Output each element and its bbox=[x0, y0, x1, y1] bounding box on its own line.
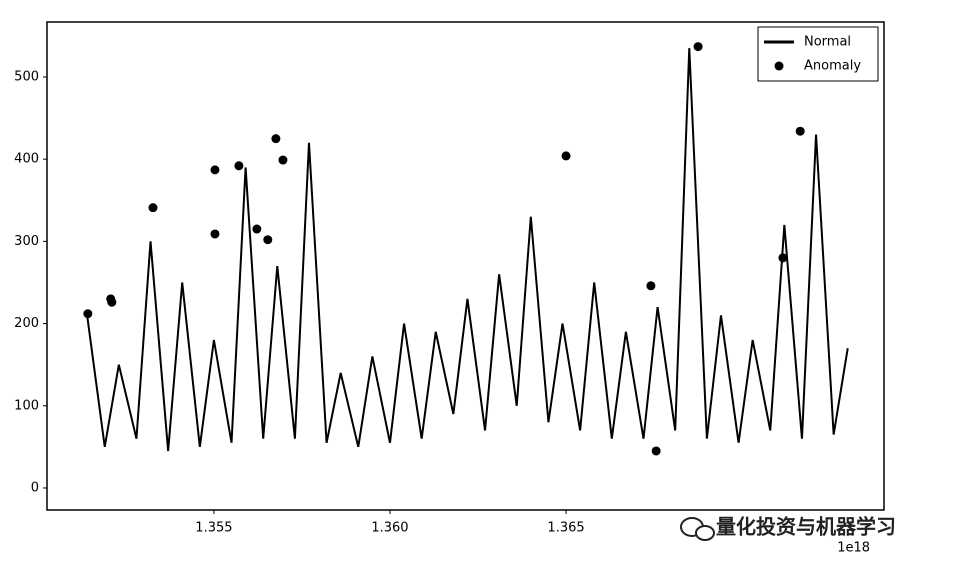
anomaly-point bbox=[210, 229, 220, 239]
legend-label: Anomaly bbox=[804, 59, 861, 74]
y-tick-label: 0 bbox=[31, 480, 39, 495]
legend-box bbox=[757, 26, 879, 82]
x-offset-label: 1e18 bbox=[837, 541, 870, 556]
anomaly-point bbox=[107, 297, 117, 307]
legend-swatch bbox=[774, 61, 784, 71]
x-tick-label: 1.365 bbox=[547, 521, 584, 536]
plot-frame bbox=[46, 21, 885, 511]
anomaly-point bbox=[561, 151, 571, 161]
y-tick-label: 300 bbox=[14, 234, 39, 249]
anomaly-point bbox=[83, 309, 93, 319]
anomaly-point bbox=[646, 281, 656, 291]
anomaly-point bbox=[778, 253, 788, 263]
anomaly-point bbox=[234, 161, 244, 171]
watermark-icon bbox=[680, 517, 715, 541]
y-tick-label: 200 bbox=[14, 316, 39, 331]
anomaly-point bbox=[148, 203, 158, 213]
anomaly-point bbox=[693, 42, 703, 52]
anomaly-point bbox=[795, 126, 805, 136]
legend-label: Normal bbox=[804, 35, 851, 50]
anomaly-point bbox=[271, 134, 281, 144]
anomaly-point bbox=[278, 155, 288, 165]
anomaly-point bbox=[252, 224, 262, 234]
y-tick-label: 500 bbox=[14, 69, 39, 84]
anomaly-point bbox=[263, 235, 273, 245]
x-tick-label: 1.355 bbox=[195, 521, 232, 536]
watermark: 量化投资与机器学习 bbox=[716, 515, 896, 539]
anomaly-point bbox=[651, 446, 661, 456]
y-tick-label: 400 bbox=[14, 152, 39, 167]
x-tick-label: 1.360 bbox=[371, 521, 408, 536]
anomaly-point bbox=[210, 165, 220, 175]
normal-line bbox=[86, 48, 849, 452]
y-tick-label: 100 bbox=[14, 398, 39, 413]
